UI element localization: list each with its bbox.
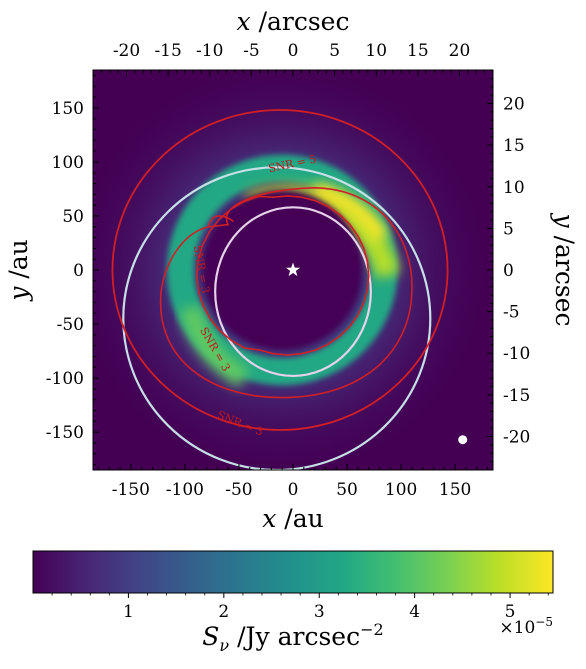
left-axis-title: y /au xyxy=(4,239,33,302)
bottom-tick-label: -150 xyxy=(112,480,150,500)
left-tick-label: 50 xyxy=(62,207,84,227)
top-tick-label: 0 xyxy=(288,41,299,61)
snr-contour-ring-outer xyxy=(159,187,413,399)
fit-ellipse-1 xyxy=(214,206,372,378)
markers xyxy=(285,262,468,445)
bottom-tick-label: -50 xyxy=(225,480,252,500)
bottom-tick-label: 150 xyxy=(439,480,471,500)
top-tick-label: 15 xyxy=(407,41,429,61)
bottom-tick-label: 50 xyxy=(336,480,358,500)
top-axis-title: x /arcsec xyxy=(237,7,350,36)
top-tick-label: 20 xyxy=(449,41,471,61)
right-tick-label: -10 xyxy=(503,344,530,364)
colorbar-tick-label: 1 xyxy=(123,602,134,622)
right-tick-label: 20 xyxy=(503,95,525,115)
colorbar-title: Sν /Jy arcsec−2 xyxy=(202,620,383,655)
bottom-tick-label: 0 xyxy=(288,480,299,500)
snr-contour-outer xyxy=(111,109,449,431)
top-tick-label: 5 xyxy=(329,41,340,61)
colorbar-multiplier: ×10−5 xyxy=(499,615,553,638)
top-tick-label: 10 xyxy=(365,41,387,61)
ring-cavity xyxy=(202,190,363,350)
snr-contour-inner xyxy=(195,195,370,356)
left-tick-label: 150 xyxy=(52,99,84,119)
colorbar-tick-label: 5 xyxy=(505,602,516,622)
left-tick-label: 0 xyxy=(73,261,84,281)
top-tick-label: -20 xyxy=(113,41,140,61)
fit-ellipse-2 xyxy=(122,166,432,470)
snr-contour-notch xyxy=(207,215,235,227)
left-tick-label: -50 xyxy=(57,315,84,335)
fit-ellipses xyxy=(122,166,432,470)
right-axis-title: y /arcsec xyxy=(550,213,579,327)
right-tick-label: -20 xyxy=(503,427,530,447)
beam-marker xyxy=(458,435,468,445)
ring-peak xyxy=(312,182,389,242)
colorbar-tick-label: 3 xyxy=(314,602,325,622)
colorbar-gradient xyxy=(32,550,554,594)
bottom-tick-label: -100 xyxy=(166,480,204,500)
right-tick-label: 0 xyxy=(503,261,514,281)
left-tick-label: -100 xyxy=(46,369,84,389)
left-tick-label: -150 xyxy=(46,423,84,443)
colorbar-tick-label: 2 xyxy=(218,602,229,622)
colorbar: 1 2 3 4 5 ×10−5 Sν /Jy arcsec−2 xyxy=(32,550,554,655)
colorbar-tick-label: 4 xyxy=(409,602,420,622)
left-tick-label: 100 xyxy=(52,153,84,173)
axis-ticks xyxy=(92,69,494,471)
right-tick-label: -5 xyxy=(503,303,520,323)
axis-tick-labels: -150 -100 -50 0 50 100 150-150-100-50050100150… xyxy=(46,41,531,500)
colorbar-ticks: 1 2 3 4 5 xyxy=(51,593,549,622)
right-tick-label: 10 xyxy=(503,178,525,198)
bottom-tick-label: 100 xyxy=(385,480,417,500)
right-tick-label: 5 xyxy=(503,219,514,239)
right-tick-label: -15 xyxy=(503,386,530,406)
snr-contours xyxy=(111,109,449,431)
top-tick-label: -10 xyxy=(196,41,223,61)
top-tick-label: -5 xyxy=(243,41,260,61)
bottom-axis-title: x /au xyxy=(262,504,324,533)
right-tick-label: 15 xyxy=(503,136,525,156)
top-tick-label: -15 xyxy=(154,41,181,61)
star-marker xyxy=(285,262,301,277)
ring-bright-lower-left xyxy=(179,305,250,388)
